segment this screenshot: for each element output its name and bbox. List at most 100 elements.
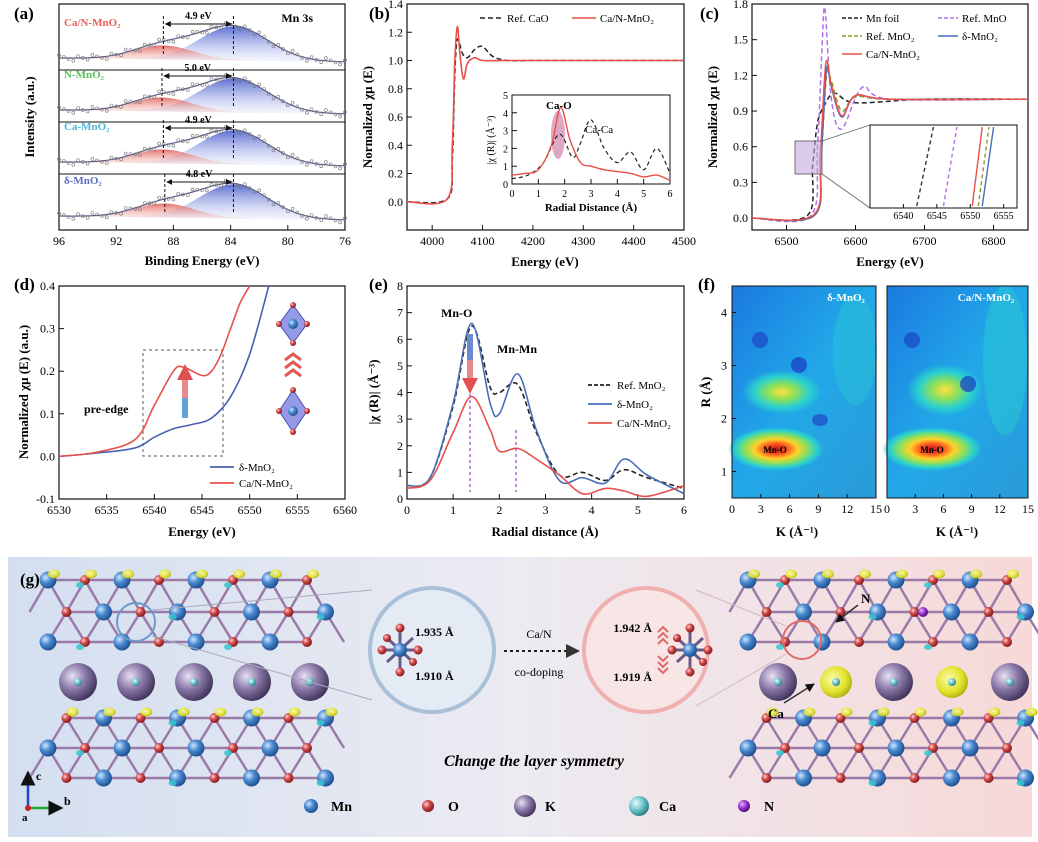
xps-data-point bbox=[271, 148, 276, 153]
atom-ca bbox=[774, 678, 782, 686]
line-ca-n-mno2 bbox=[58, 285, 251, 458]
xps-sample-name: Ca/N-MnO₂ bbox=[64, 17, 121, 29]
codoping-top-label: Ca/N bbox=[526, 627, 552, 641]
xps-blue-area bbox=[59, 184, 345, 220]
xps-data-point bbox=[324, 56, 328, 60]
xps-data-point bbox=[343, 162, 347, 166]
panel-e-ytick-label: 5 bbox=[397, 359, 403, 373]
xps-data-point bbox=[109, 155, 114, 160]
panel-d-ytick-label: 0.0 bbox=[40, 449, 55, 463]
legend-atom-label: Ca bbox=[659, 800, 676, 815]
panel-d-xlabel: Energy (eV) bbox=[168, 524, 236, 539]
xps-data-point bbox=[185, 193, 190, 197]
atom-o bbox=[854, 637, 864, 647]
xps-data-point bbox=[128, 206, 133, 211]
panel-b-ytick-label: 0.4 bbox=[388, 138, 403, 152]
xps-data-point bbox=[281, 151, 285, 155]
charge-depletion bbox=[924, 750, 932, 756]
xps-data-point bbox=[243, 128, 247, 133]
atom-mn bbox=[887, 633, 905, 651]
xps-data-point bbox=[290, 153, 295, 157]
atom-mn bbox=[943, 603, 960, 621]
atom-mn bbox=[813, 633, 831, 651]
charge-density bbox=[877, 707, 890, 717]
wt-xtick-label: 12 bbox=[841, 502, 853, 516]
charge-depletion bbox=[168, 780, 177, 786]
inset-c-xtick-label: 6545 bbox=[927, 211, 947, 222]
legend-text: Ref. MnO bbox=[962, 13, 1007, 25]
panel-c-xtick-label: 6500 bbox=[775, 234, 799, 248]
xps-data-point bbox=[171, 143, 176, 148]
xps-data-point bbox=[295, 210, 300, 215]
xps-data-point bbox=[143, 201, 147, 205]
wt-left-streak bbox=[833, 295, 877, 405]
atom-o bbox=[395, 667, 405, 677]
xps-data-point bbox=[257, 188, 262, 193]
xps-data-point bbox=[314, 57, 319, 62]
inset-c-ticks: 6540 6545 6550 6555 bbox=[893, 204, 1014, 222]
xps-data-point bbox=[262, 87, 266, 91]
legend-text: δ-MnO₂ bbox=[962, 31, 998, 43]
panel-d-ytick-label: 0.2 bbox=[40, 364, 55, 378]
xps-data-point bbox=[128, 48, 133, 52]
panel-e-ytick-label: 1 bbox=[397, 465, 403, 479]
xps-blue-area bbox=[59, 26, 345, 62]
xps-data-point bbox=[81, 108, 85, 112]
xps-data-point bbox=[176, 192, 180, 196]
panel-e-xtick-label: 2 bbox=[496, 503, 502, 517]
panel-d-axes: 6530 6535 6540 6545 6550 6555 6560 -0.1 0.0 0.1 0.… bbox=[36, 279, 357, 517]
xps-data-point bbox=[114, 104, 118, 109]
charge-density bbox=[233, 569, 245, 579]
bond bbox=[139, 579, 161, 613]
xps-data-point bbox=[314, 216, 319, 220]
wt-left-spot: Mn-O bbox=[763, 445, 787, 455]
panel-d-ytick-label: -0.1 bbox=[36, 492, 55, 506]
xps-data-point bbox=[143, 42, 147, 47]
xps-data-point bbox=[257, 82, 262, 87]
zoom-line-left-top bbox=[151, 589, 373, 611]
xps-data-point bbox=[319, 112, 324, 116]
atom-o bbox=[80, 637, 90, 647]
xps-data-point bbox=[209, 24, 214, 29]
xps-data-point bbox=[176, 86, 180, 91]
panel-e-xtick-label: 0 bbox=[404, 503, 410, 517]
panel-b-xtick-label: 4300 bbox=[571, 234, 595, 248]
preedge-box bbox=[142, 349, 224, 457]
inset-b-highlight bbox=[551, 111, 565, 159]
xps-data-point bbox=[243, 24, 247, 29]
xps-data-point bbox=[147, 147, 152, 151]
panel-d-xtick-label: 6555 bbox=[285, 503, 309, 517]
xps-data-point bbox=[276, 42, 281, 47]
bond bbox=[839, 579, 861, 613]
inset-b-xtick-label: 2 bbox=[562, 189, 567, 200]
xps-data-point bbox=[309, 213, 314, 217]
xps-data-point bbox=[157, 195, 161, 200]
charge-density bbox=[914, 707, 927, 717]
inset-c-xtick-label: 6550 bbox=[960, 211, 980, 222]
xps-data-point bbox=[328, 58, 333, 63]
xps-data-point bbox=[119, 105, 123, 109]
charge-depletion bbox=[776, 644, 784, 650]
charge-density bbox=[1007, 569, 1019, 579]
line-1 bbox=[751, 6, 1029, 223]
xps-data-point bbox=[66, 161, 71, 165]
inset-c-edge bbox=[981, 126, 995, 207]
inset-b-label-caca: Ca-Ca bbox=[585, 124, 613, 136]
site-label-n: N bbox=[861, 591, 871, 606]
panel-c-xlabel: Energy (eV) bbox=[856, 254, 924, 269]
xps-data-point bbox=[95, 54, 99, 59]
atom-o bbox=[61, 607, 72, 617]
atom-mn bbox=[393, 643, 407, 657]
xps-data-point bbox=[324, 214, 328, 218]
bond bbox=[987, 747, 1009, 779]
panel-c-lines bbox=[751, 6, 1029, 223]
panel-c-frame bbox=[751, 3, 1029, 231]
zoom-line-right-top bbox=[695, 589, 787, 627]
panel-a-xtick-label: 92 bbox=[110, 234, 122, 248]
atom-o bbox=[909, 773, 920, 783]
panel-e-ytick-label: 3 bbox=[397, 412, 403, 426]
wt-right-mid bbox=[907, 364, 983, 416]
xps-data-point bbox=[100, 160, 104, 164]
xps-data-point bbox=[138, 152, 142, 157]
panel-d-xtick-label: 6535 bbox=[95, 503, 119, 517]
